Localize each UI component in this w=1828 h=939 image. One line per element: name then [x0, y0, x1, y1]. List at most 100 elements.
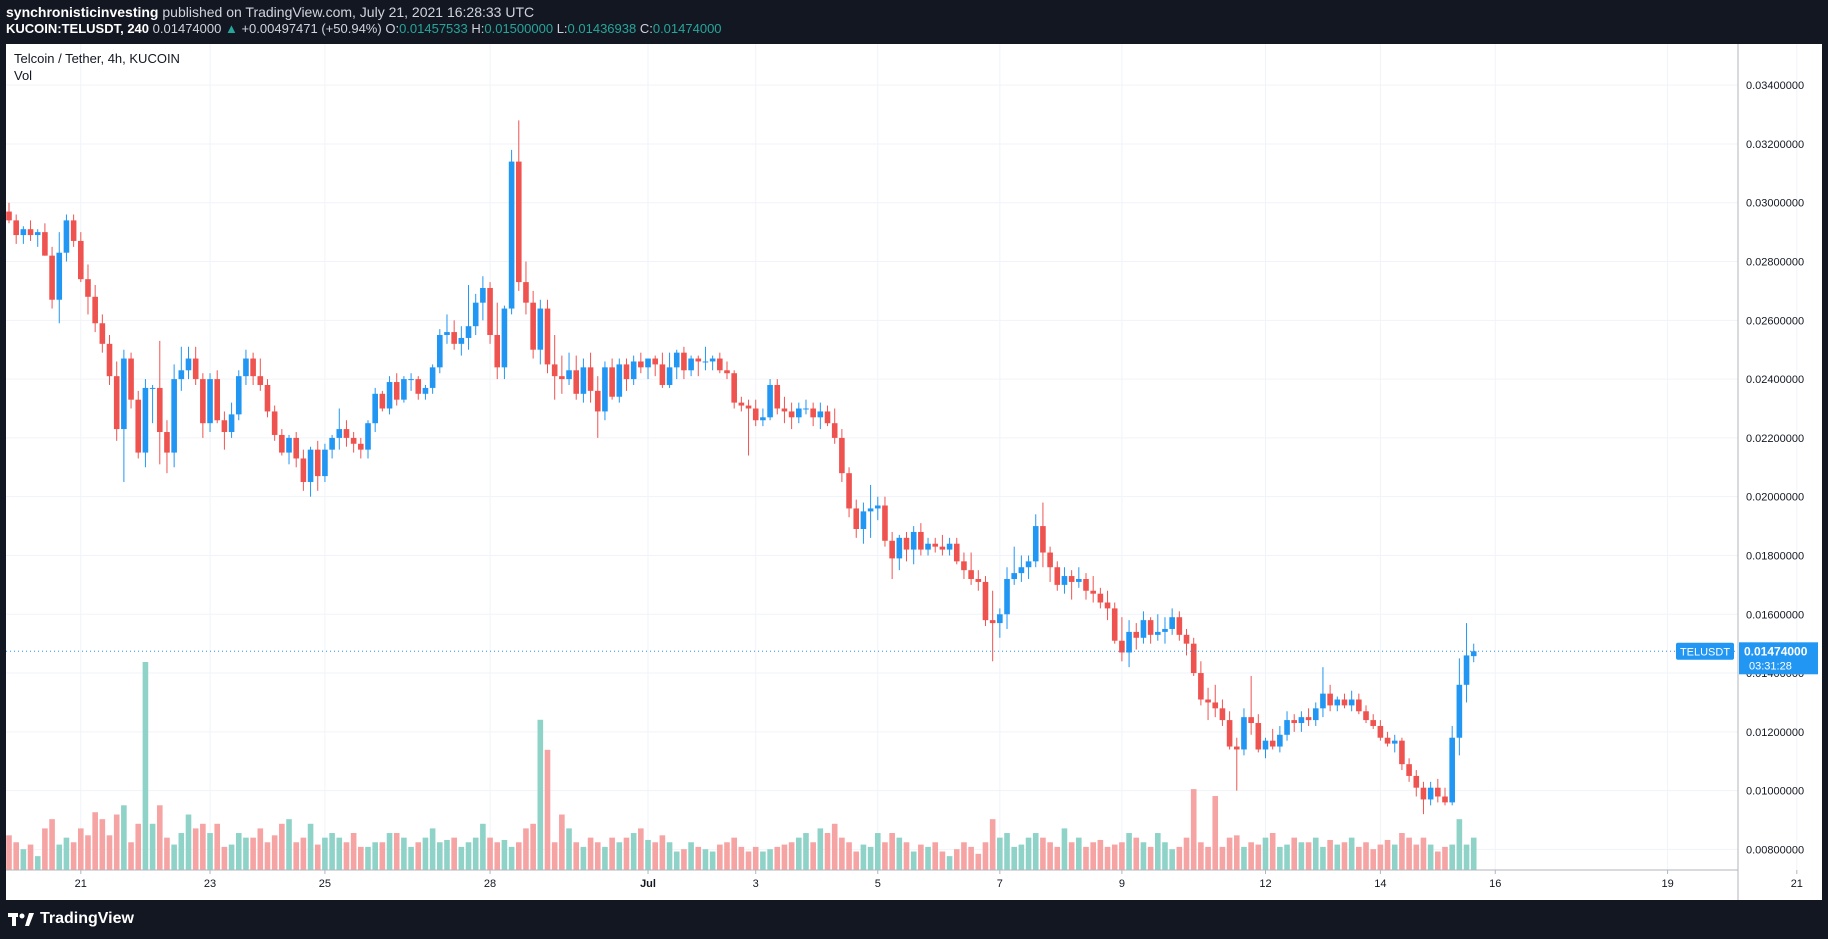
tradingview-logo[interactable]: TradingView: [8, 910, 134, 928]
candle-body: [523, 282, 529, 303]
volume-bar: [903, 842, 910, 870]
brand-name: TradingView: [40, 910, 134, 927]
volume-bar: [1155, 833, 1161, 870]
candle-body: [6, 211, 12, 221]
candle-body: [594, 390, 601, 412]
candle-body: [257, 376, 264, 385]
volume-bar: [788, 842, 795, 870]
candle-body: [1277, 734, 1283, 747]
candle-body: [121, 358, 127, 430]
volume-bar: [1406, 837, 1412, 870]
candle-body: [738, 402, 745, 406]
candle-body: [1327, 693, 1333, 706]
volume-bar: [997, 837, 1003, 870]
candle-body: [1363, 711, 1369, 721]
candle-body: [939, 546, 946, 550]
volume-bar: [128, 842, 134, 870]
candle-body: [1420, 787, 1427, 800]
volume-bar: [393, 833, 400, 870]
candle-body: [27, 229, 34, 236]
candle-body: [1312, 708, 1319, 721]
volume-bar: [824, 833, 831, 870]
volume-bar: [279, 823, 285, 870]
publisher-name[interactable]: synchronisticinvesting: [6, 4, 159, 20]
chart-area[interactable]: 0.03400000 0.03200000 0.03000000 0.02800000…: [6, 44, 1822, 900]
volume-bar: [1190, 789, 1197, 870]
candle-body: [480, 287, 486, 303]
volume-bar: [113, 814, 120, 870]
candle-body: [128, 358, 134, 400]
volume-bar: [559, 814, 565, 870]
volume-bar: [6, 835, 12, 870]
volume-bar: [300, 837, 307, 870]
candle-body: [968, 570, 974, 579]
candle-body: [207, 379, 213, 424]
volume-bar: [1384, 839, 1391, 870]
candle-body: [1076, 578, 1082, 582]
candle-body: [185, 358, 192, 371]
volume-bar: [796, 837, 802, 870]
volume-bar: [429, 828, 436, 870]
volume-bar: [1061, 828, 1068, 870]
volume-bar: [1334, 844, 1341, 870]
candle-body: [1176, 617, 1183, 635]
volume-bar: [594, 842, 601, 870]
volume-bar: [1233, 835, 1240, 870]
volume-bar: [530, 823, 536, 870]
candle-body: [1018, 567, 1025, 574]
candle-body: [515, 161, 522, 283]
volume-bar: [939, 851, 946, 870]
candle-body: [1011, 573, 1017, 579]
volume-bar: [1442, 846, 1448, 870]
volume-bar: [953, 849, 960, 870]
candle-body: [1298, 717, 1305, 724]
volume-bar: [178, 833, 185, 870]
volume-bar: [1205, 846, 1211, 870]
volume-bar: [207, 833, 213, 870]
volume-bar: [164, 837, 170, 870]
candle-body: [602, 367, 608, 412]
candle-body: [156, 387, 163, 433]
volume-bar: [1241, 846, 1247, 870]
time-axis[interactable]: 21232528Jul3579121416192123: [75, 870, 1822, 890]
symbol-tag: TELUSDT: [1680, 646, 1730, 658]
volume-bar: [630, 833, 637, 870]
volume-bar: [688, 842, 694, 870]
volume-bar: [638, 828, 644, 870]
low-value: 0.01436938: [567, 21, 637, 36]
volume-bar: [616, 842, 623, 870]
volume-bar: [1004, 833, 1010, 870]
candle-body: [788, 411, 795, 418]
volume-bar: [228, 844, 235, 870]
volume-bar: [1305, 842, 1312, 870]
price-tick-label: 0.03000000: [1746, 198, 1804, 210]
volume-bar: [1377, 844, 1384, 870]
volume-bar: [1147, 846, 1154, 870]
volume-bar: [1277, 846, 1283, 870]
volume-bar: [523, 828, 529, 870]
volume-bar: [1449, 844, 1455, 870]
candle-body: [106, 343, 113, 377]
time-tick-label: 9: [1119, 878, 1125, 890]
price-axis[interactable]: 0.03400000 0.03200000 0.03000000 0.02800000…: [1746, 80, 1804, 856]
volume-bar: [13, 842, 19, 870]
candle-body: [20, 229, 27, 236]
volume-bar: [551, 842, 558, 870]
volume-bar: [451, 837, 457, 870]
candle-body: [1097, 593, 1104, 603]
candle-body: [429, 367, 436, 388]
symbol-label: KUCOIN:TELUSDT, 240: [6, 21, 150, 36]
volume-bar: [235, 833, 242, 870]
candle-body: [853, 508, 860, 530]
value-tag-bg: [1739, 642, 1818, 675]
volume-bar: [379, 842, 386, 870]
candle-body: [1399, 740, 1405, 765]
volume-bar: [401, 837, 407, 870]
candle-body: [537, 308, 544, 350]
candle-body: [530, 302, 536, 350]
price-chart[interactable]: 0.03400000 0.03200000 0.03000000 0.02800000…: [6, 44, 1822, 900]
candle-body: [1119, 640, 1125, 653]
volume-bar: [846, 842, 852, 870]
candle-body: [465, 326, 472, 338]
candle-body: [731, 373, 737, 403]
